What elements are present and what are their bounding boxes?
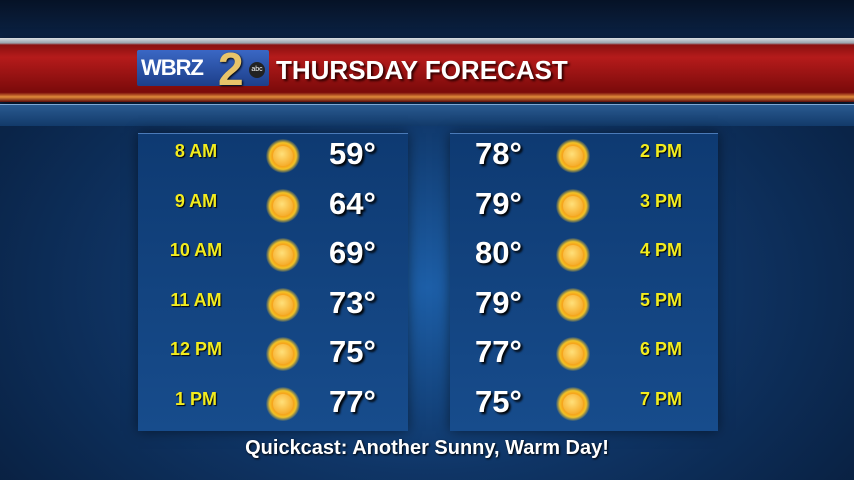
hour-label: 9 AM <box>174 190 218 211</box>
logo-channel-number: 2 <box>218 43 244 95</box>
sun-icon <box>556 387 590 421</box>
forecast-panel-right <box>450 133 718 431</box>
page-title: THURSDAY FORECAST <box>276 55 568 85</box>
hour-label: 1 PM <box>174 389 217 409</box>
hour-label: 12 PM <box>169 339 223 360</box>
hour-label: 2 PM <box>639 141 682 161</box>
temperature: 77° <box>329 384 376 419</box>
sun-icon <box>556 139 590 173</box>
background-top <box>0 0 854 40</box>
sun-icon <box>556 337 590 372</box>
hour-label: 11 AM <box>170 289 222 310</box>
logo-wordmark: WBRZ <box>141 55 204 80</box>
sun-icon <box>266 188 300 223</box>
temperature: 64° <box>329 185 376 221</box>
hour-label: 3 PM <box>639 190 682 211</box>
temperature: 73° <box>329 284 376 320</box>
sun-icon <box>266 139 300 173</box>
sun-icon <box>266 238 300 273</box>
temperature: 77° <box>475 334 522 370</box>
forecast-panel-left <box>138 133 408 431</box>
sun-icon <box>556 238 590 273</box>
hour-label: 4 PM <box>639 240 682 261</box>
abc-network-icon: abc <box>249 62 265 78</box>
temperature: 75° <box>329 334 376 370</box>
temperature: 59° <box>329 136 376 171</box>
hour-label: 7 PM <box>639 389 682 409</box>
hour-label: 8 AM <box>174 141 218 161</box>
sun-icon <box>266 387 300 421</box>
station-logo: WBRZ 2 abc <box>137 43 269 95</box>
temperature: 69° <box>329 235 376 271</box>
sun-icon <box>556 287 590 322</box>
temperature: 79° <box>475 284 522 320</box>
temperature: 79° <box>475 185 522 221</box>
sun-icon <box>556 188 590 223</box>
temperature: 80° <box>475 235 522 271</box>
temperature: 75° <box>475 384 522 419</box>
hour-label: 6 PM <box>639 339 682 360</box>
sun-icon <box>266 337 300 372</box>
sun-icon <box>266 287 300 322</box>
quickcast-text: Quickcast: Another Sunny, Warm Day! <box>245 437 609 459</box>
banner-strip <box>0 104 854 126</box>
temperature: 78° <box>475 136 522 171</box>
hour-label: 10 AM <box>169 240 223 261</box>
hour-label: 5 PM <box>639 289 682 310</box>
